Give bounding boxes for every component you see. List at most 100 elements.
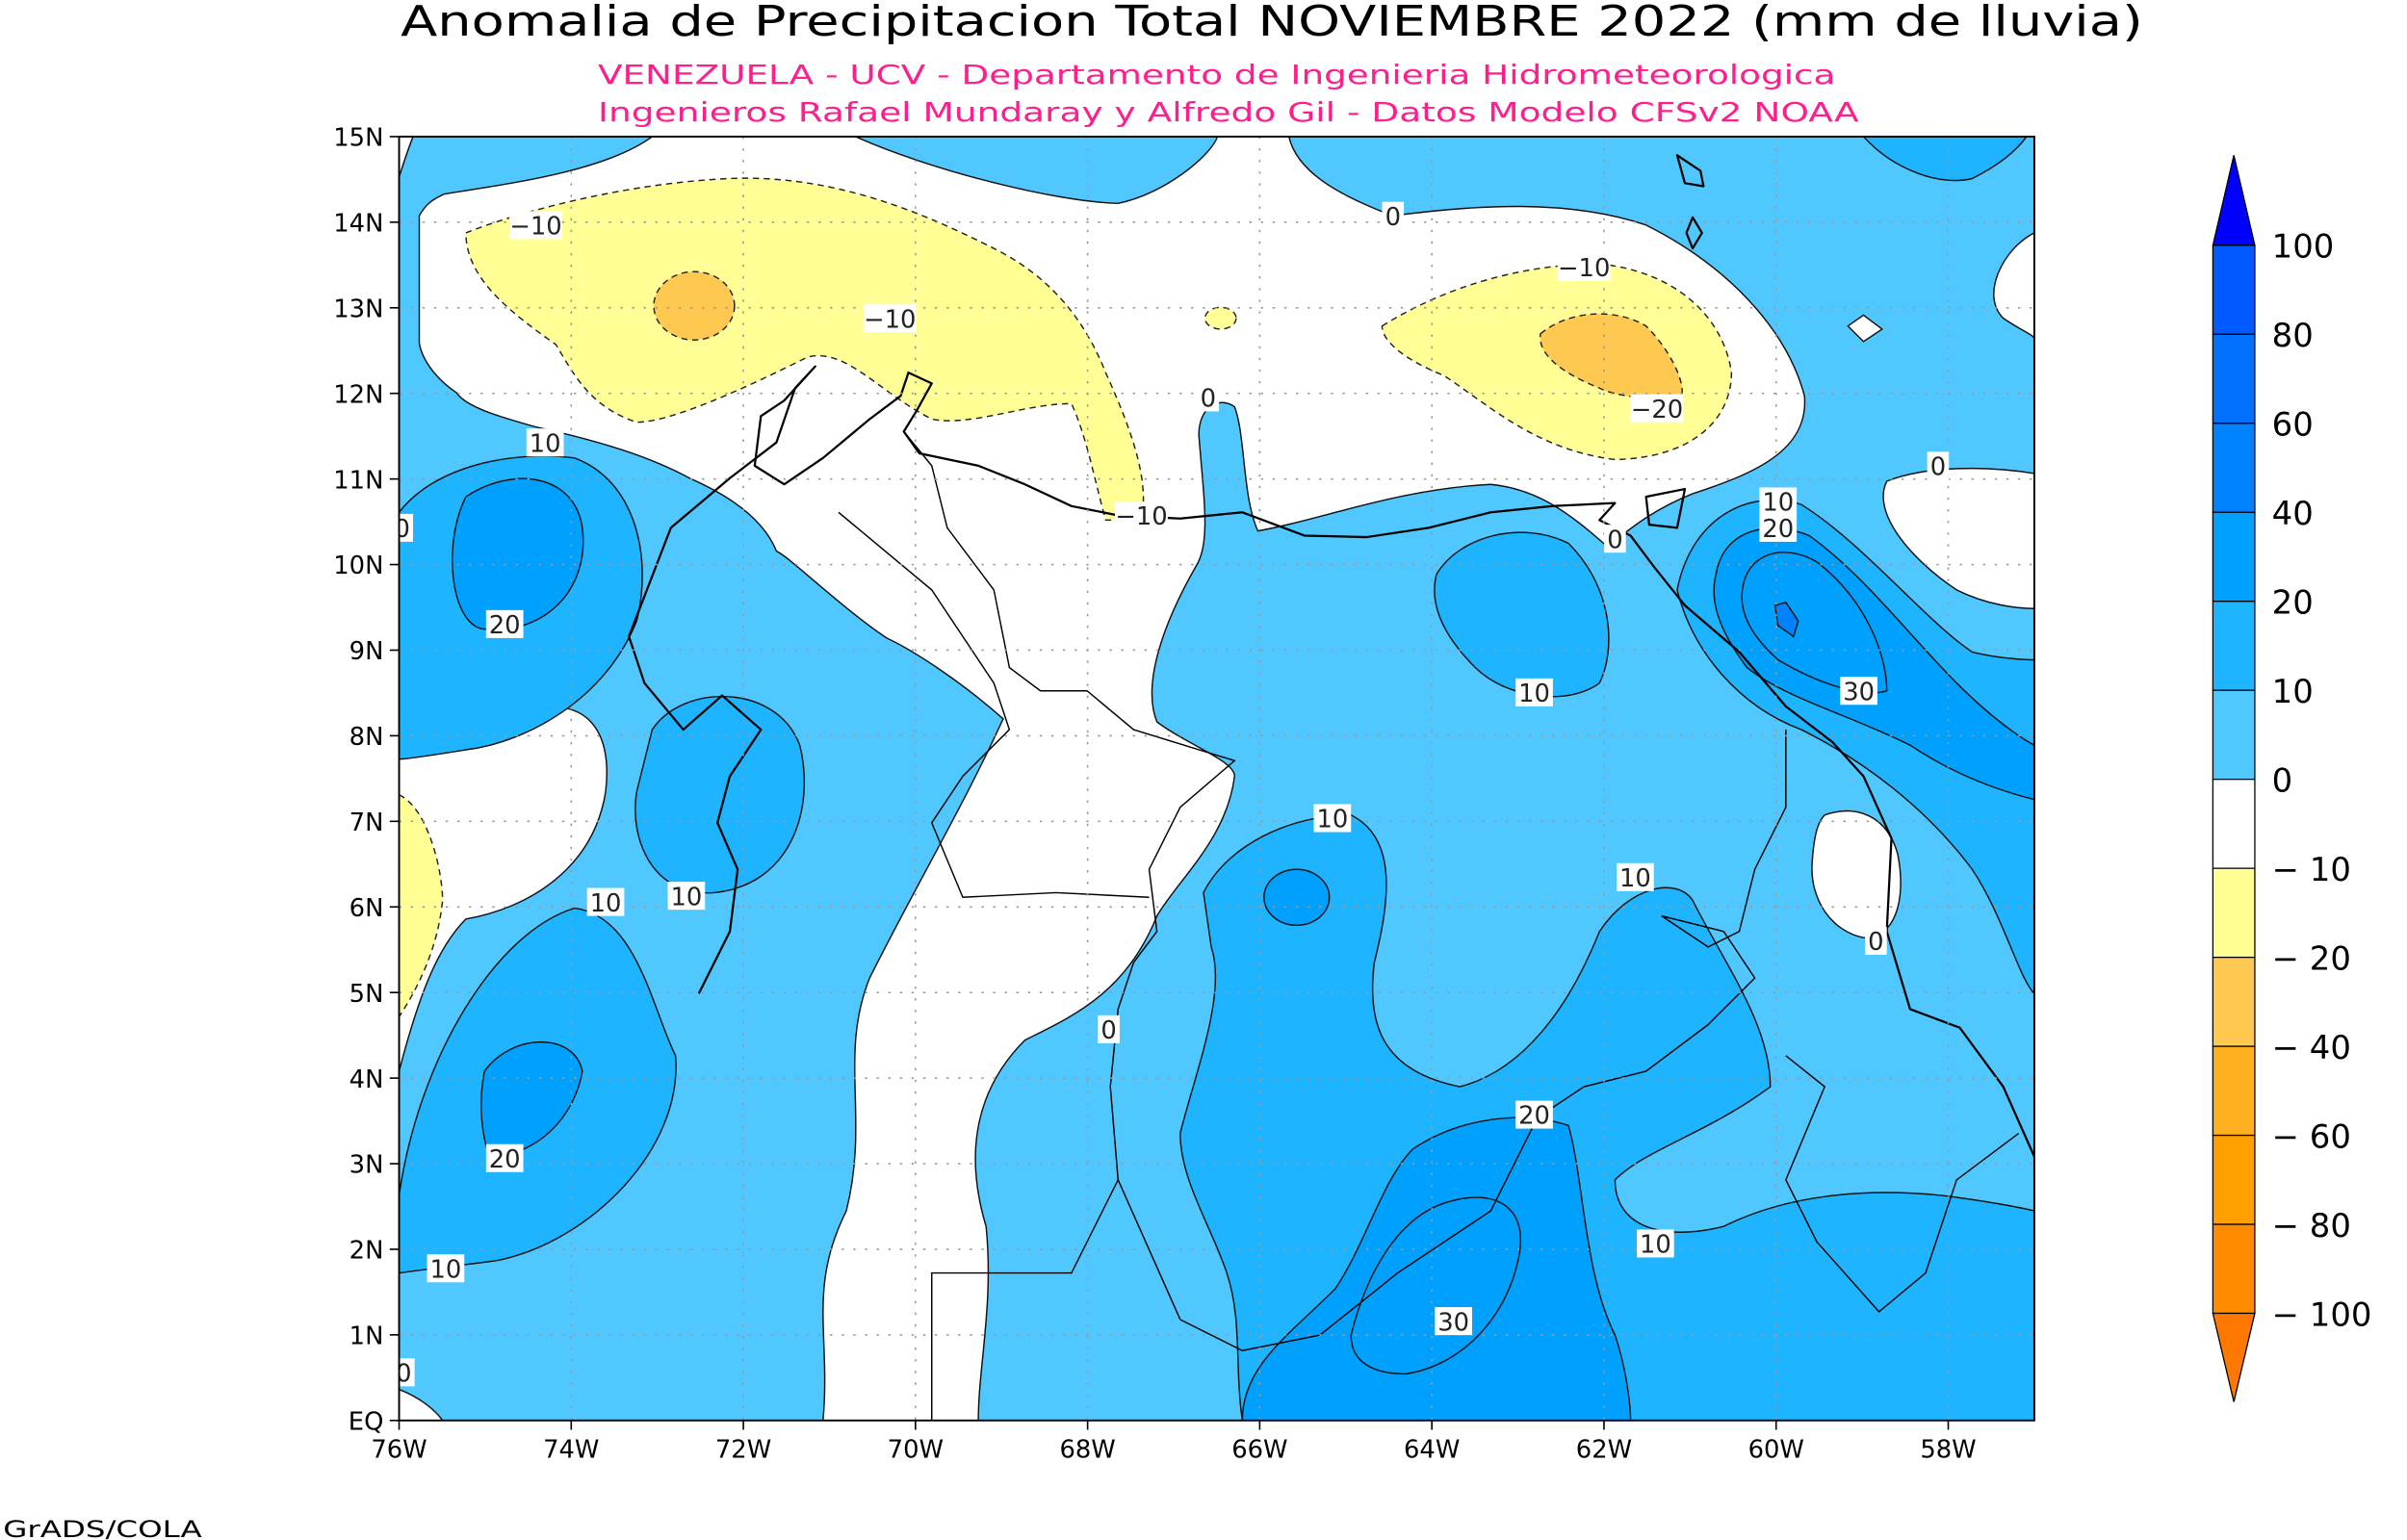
lon-tick-label: 72W	[715, 1436, 771, 1465]
lat-tick-label: 4N	[349, 1065, 384, 1094]
contour-label-bg	[863, 304, 917, 333]
colorbar-label: − 100	[2272, 1296, 2372, 1333]
contour-labels: −10−10−10010201010201000−10−200010203010…	[395, 201, 1950, 1388]
lat-tick-label: 6N	[349, 894, 384, 923]
lat-tick-label: 8N	[349, 723, 384, 752]
border-venezuela-guyana	[1661, 730, 1787, 948]
contour-label: 10	[1316, 806, 1348, 834]
contour-label-bg	[1197, 383, 1220, 412]
lat-tick-label: 15N	[333, 124, 383, 153]
map-frame	[398, 135, 2035, 1422]
contour-label-bg	[1604, 525, 1626, 553]
contour-label-bg	[1840, 677, 1877, 706]
lat-tick-label: 2N	[349, 1237, 384, 1266]
contour-label: 0	[1607, 526, 1622, 554]
colorbar-label: 20	[2272, 584, 2314, 622]
figure-subtitle-2: Ingenieros Rafael Mundaray y Alfredo Gil…	[598, 98, 1859, 128]
contour-label-bg	[1515, 678, 1553, 706]
lat-tick-label: 7N	[349, 808, 384, 837]
island-grenada-group	[1675, 154, 1705, 250]
border-colombia-south	[931, 1179, 1119, 1421]
contour-label: −20	[1631, 396, 1683, 424]
colorbar-label: − 20	[2272, 940, 2351, 978]
colorbar-segment	[2212, 779, 2256, 869]
contour-label-bg	[399, 1358, 415, 1387]
contour-label-bg	[1637, 1229, 1674, 1258]
contour-label-bg	[1515, 1100, 1553, 1129]
colorbar-label: − 60	[2272, 1117, 2351, 1155]
lon-tick-label: 64W	[1404, 1436, 1460, 1465]
contour-label: 0	[1868, 928, 1883, 957]
anomaly-10-to-20-region-oriente	[1434, 531, 1610, 698]
colorbar-label: 40	[2272, 495, 2314, 532]
contour-label-bg	[586, 887, 625, 916]
contour-label: 10	[590, 889, 622, 918]
anomaly-20-to-40-region-amazon	[1241, 1116, 1632, 1421]
contour-label: 20	[489, 1145, 521, 1174]
contour-label-bg	[1759, 513, 1798, 542]
contour-label-bg	[427, 1254, 465, 1283]
island-trinidad	[1644, 487, 1687, 529]
colorbar-segment	[2212, 1134, 2256, 1225]
contour-label-bg	[1098, 1014, 1120, 1043]
colorbar-segment	[2212, 333, 2256, 424]
contour-label-bg	[667, 882, 706, 911]
colorbar-label: − 10	[2272, 851, 2351, 888]
anomaly-neg20-to-neg10-region-pacific	[399, 794, 444, 1018]
lon-tick-label: 70W	[888, 1436, 944, 1465]
contour-label: 20	[1518, 1102, 1550, 1131]
contour-label-bg	[509, 211, 562, 240]
colorbar-label: 80	[2272, 317, 2314, 354]
figure-title: Anomalia de Precipitacion Total NOVIEMBR…	[401, 0, 2143, 46]
lat-tick-label: 14N	[333, 210, 383, 239]
axis-ticks: 76W 74W 72W 70W 68W 66W 64W 62W 60W 58W EQ 1N 2N 3N 4N…	[333, 124, 1976, 1465]
contour-label: 10	[1640, 1231, 1671, 1260]
lat-tick-label: EQ	[349, 1407, 384, 1436]
colorbar-segment	[2212, 956, 2256, 1047]
contour-label: 20	[1762, 515, 1794, 544]
colorbar-segment	[2212, 423, 2256, 513]
contour-label: 10	[1762, 489, 1794, 518]
contour-label-bg	[485, 1143, 524, 1172]
lon-tick-label: 76W	[371, 1436, 427, 1465]
lon-tick-label: 58W	[1920, 1436, 1976, 1465]
anomaly-neg20-to-neg10-region-west	[465, 177, 1145, 522]
contour-label: 30	[1843, 678, 1875, 706]
colorbar-label: 60	[2272, 406, 2314, 444]
anomaly-neg10-to-0-region-southwest	[399, 1388, 444, 1421]
lon-tick-label: 66W	[1231, 1436, 1287, 1465]
contour-label: 10	[1619, 864, 1651, 893]
lon-tick-label: 62W	[1576, 1436, 1632, 1465]
contour-label-bg	[1435, 1307, 1473, 1336]
contour-label: 20	[489, 611, 521, 640]
contour-label: 0	[1385, 203, 1401, 232]
lat-tick-label: 10N	[333, 552, 383, 580]
colorbar-segment	[2212, 1223, 2256, 1315]
contour-30-guyana	[1741, 552, 1888, 694]
contour-label: −10	[1115, 502, 1167, 531]
colorbar-segment	[2212, 244, 2256, 335]
contour-label: −10	[864, 305, 916, 334]
contour-label-bg	[485, 609, 524, 638]
contour-30-amazon	[1350, 1196, 1521, 1375]
coastline-pacific	[628, 635, 763, 994]
contour-label-bg	[399, 513, 414, 542]
contour-label: 0	[1100, 1016, 1116, 1045]
anomaly-20-to-40-region-colombia-northwest	[452, 477, 584, 630]
lat-tick-label: 3N	[349, 1151, 384, 1180]
anomaly-neg10-to-0-region-northeast	[1993, 232, 2034, 339]
anomaly-neg10-to-0-blob	[1847, 314, 1884, 343]
lat-tick-label: 13N	[333, 295, 383, 323]
contour-label: 0	[1201, 385, 1216, 414]
anomaly-40-to-60-region-delta	[1773, 601, 1799, 638]
anomaly-10-to-20-region-magdalena	[634, 695, 806, 894]
contour-label: 0	[395, 515, 410, 544]
contour-label: 0	[396, 1359, 411, 1388]
colorbar-segment	[2212, 601, 2256, 691]
contour-label: 10	[429, 1255, 461, 1284]
colorbar-segment	[2212, 867, 2256, 959]
lat-tick-label: 1N	[349, 1322, 384, 1351]
anomaly-20-to-40-region-guyana	[1713, 527, 2034, 801]
colorbar-label: − 40	[2272, 1029, 2351, 1066]
